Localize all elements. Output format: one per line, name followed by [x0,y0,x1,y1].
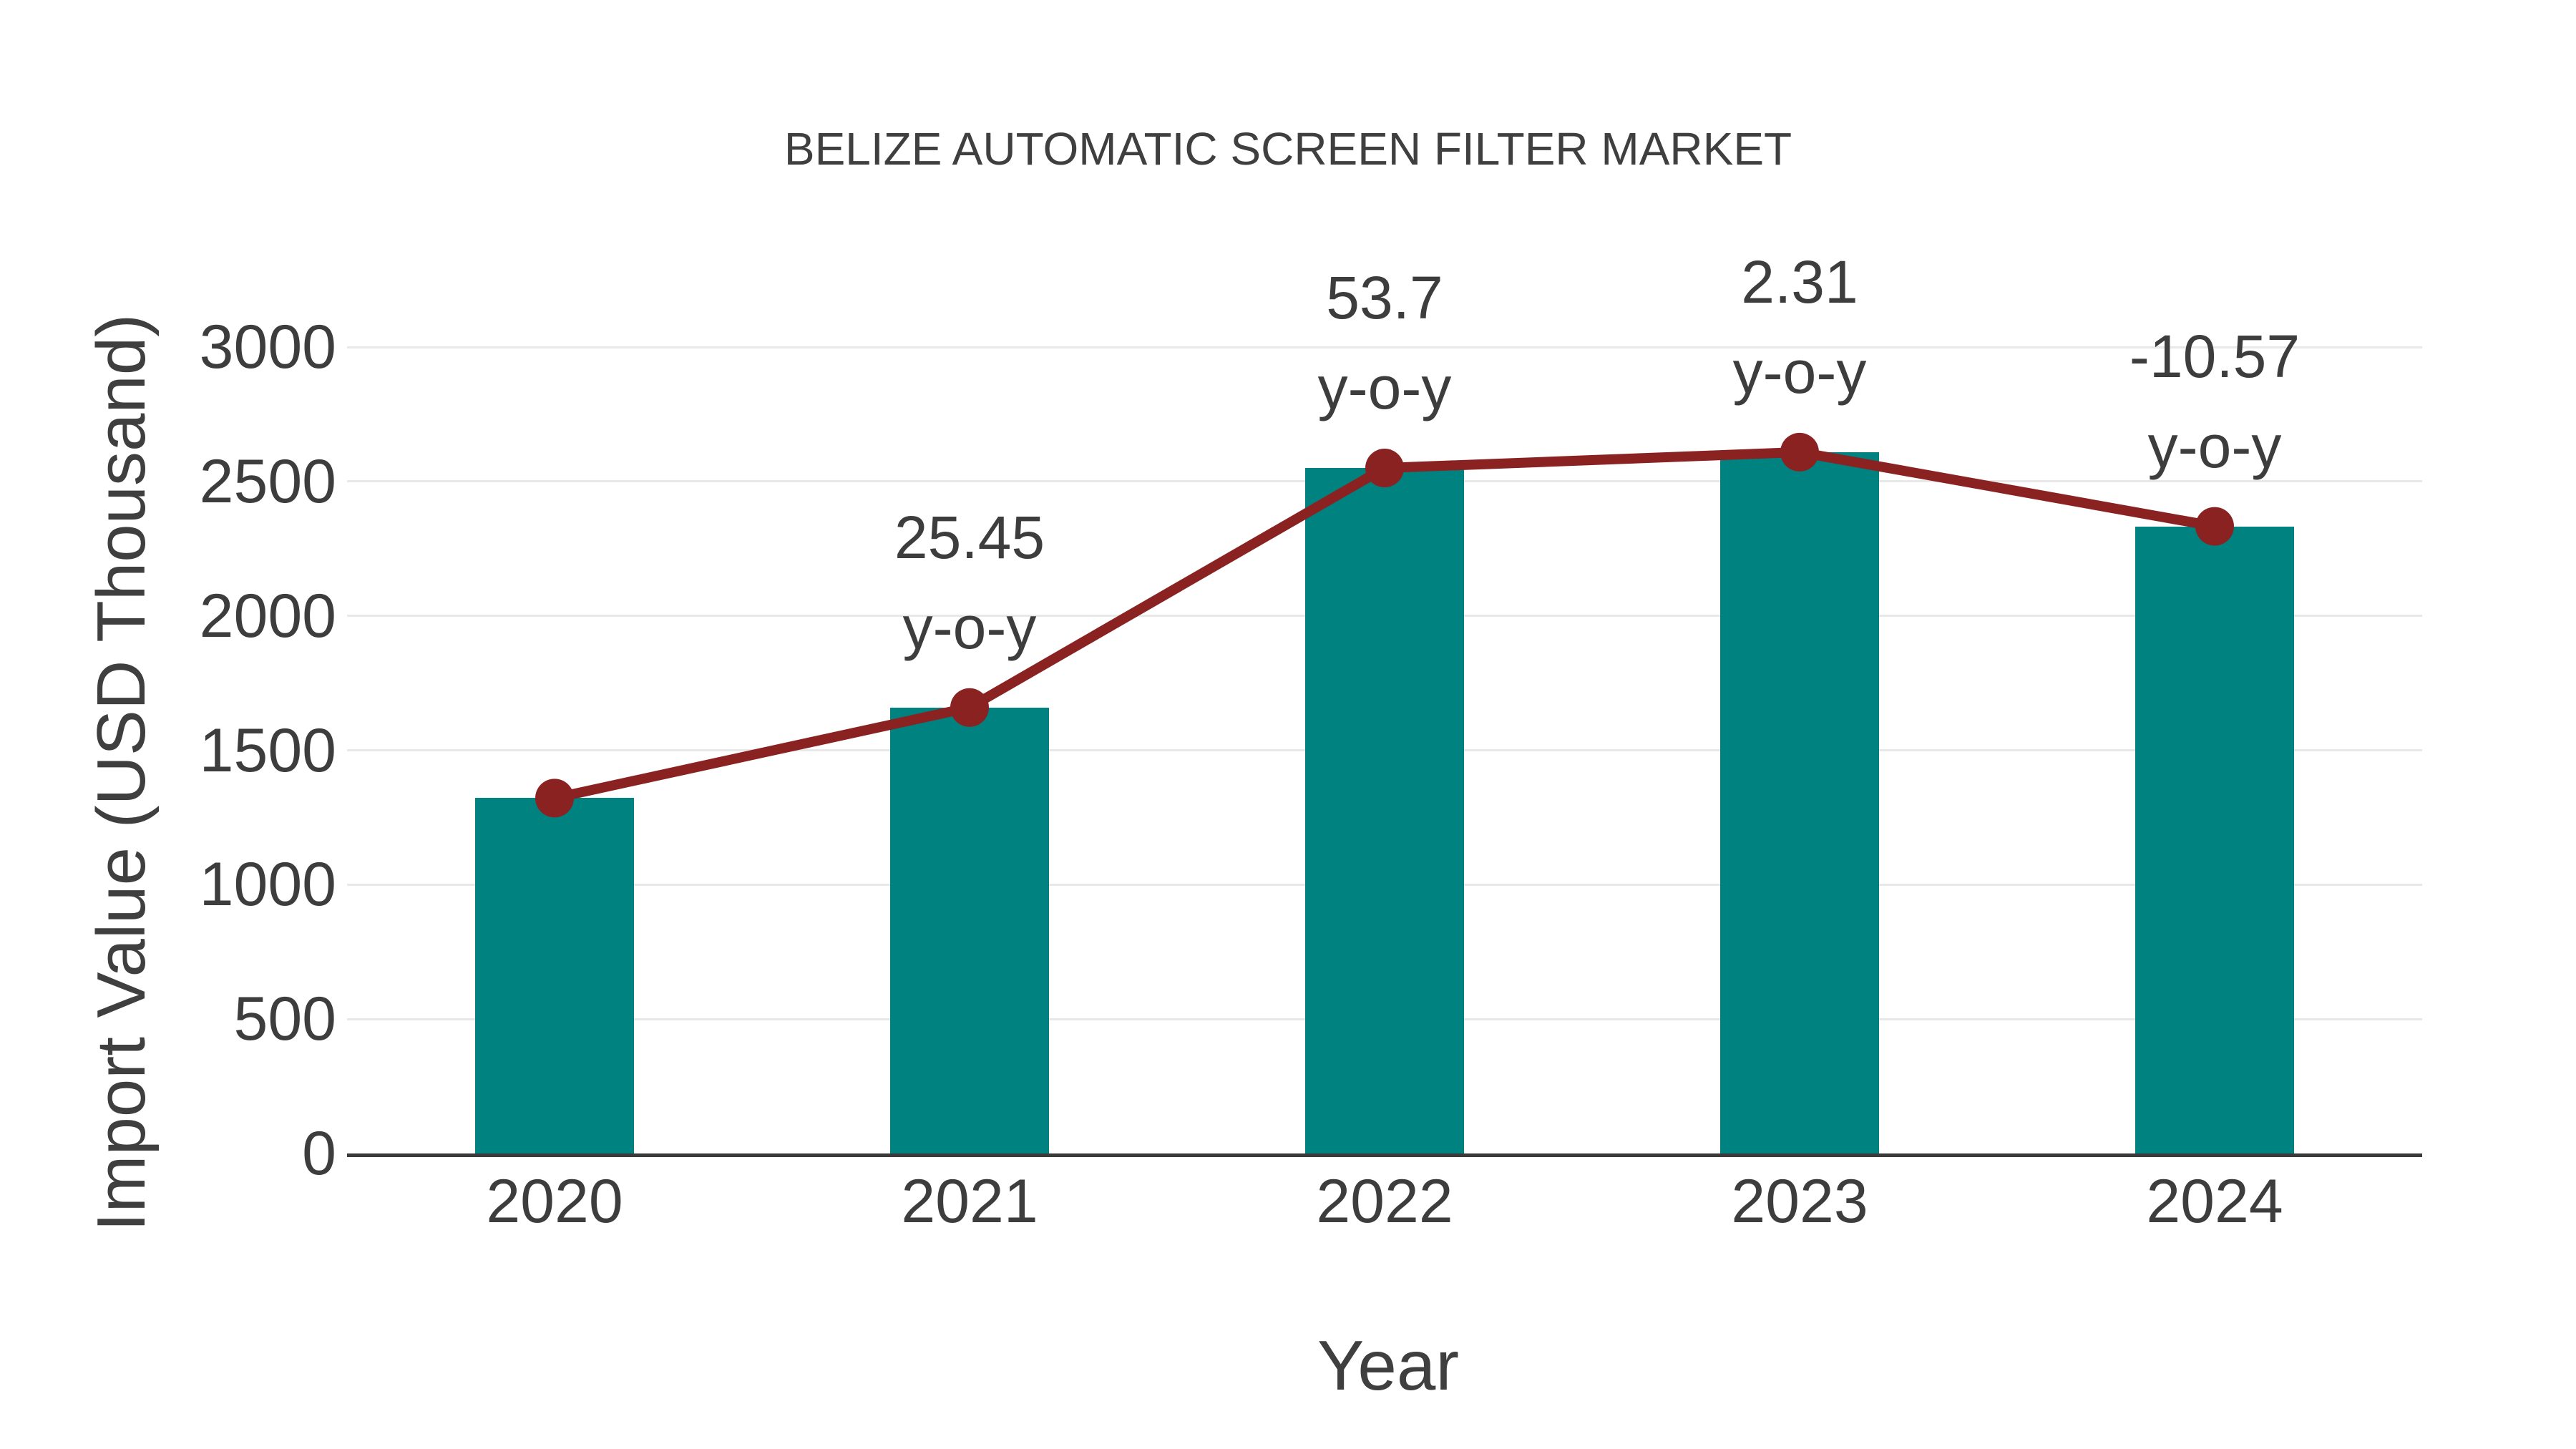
yoy-annotation-suffix: y-o-y [902,593,1037,661]
y-tick-label: 3000 [199,313,336,381]
yoy-annotation-suffix: y-o-y [1317,354,1452,422]
x-tick-label: 2021 [901,1167,1038,1236]
x-axis-line [347,1153,2422,1157]
y-tick-label: 1000 [199,850,336,919]
y-tick-label: 0 [302,1119,336,1188]
chart-title: BELIZE AUTOMATIC SCREEN FILTER MARKET [784,123,1792,175]
bar [1305,468,1464,1153]
x-tick-label: 2024 [2146,1167,2283,1236]
yoy-annotation-value: 25.45 [894,503,1045,571]
bar [1720,452,1879,1153]
yoy-annotation-value: 2.31 [1741,248,1858,316]
y-tick-label: 1500 [199,716,336,785]
yoy-annotation-suffix: y-o-y [2147,412,2282,480]
yoy-annotation-value: -10.57 [2129,322,2301,390]
bar [2135,526,2294,1153]
yoy-annotation-value: 53.7 [1326,264,1443,332]
x-axis-title: Year [1317,1326,1459,1405]
y-tick-label: 2000 [199,581,336,650]
yoy-annotation: 2.31 y-o-y [1614,237,1986,417]
bar [890,707,1049,1153]
yoy-annotation: 25.45 y-o-y [784,492,1156,673]
yoy-annotation: 53.7 y-o-y [1199,253,1571,433]
bar [475,798,634,1153]
yoy-annotation-suffix: y-o-y [1732,338,1867,406]
y-tick-label: 500 [233,985,337,1054]
y-tick-label: 2500 [199,447,336,516]
x-tick-label: 2023 [1731,1167,1868,1236]
yoy-annotation: -10.57 y-o-y [2029,311,2401,492]
x-tick-label: 2022 [1316,1167,1453,1236]
x-tick-label: 2020 [486,1167,623,1236]
grid-line [347,346,2422,348]
